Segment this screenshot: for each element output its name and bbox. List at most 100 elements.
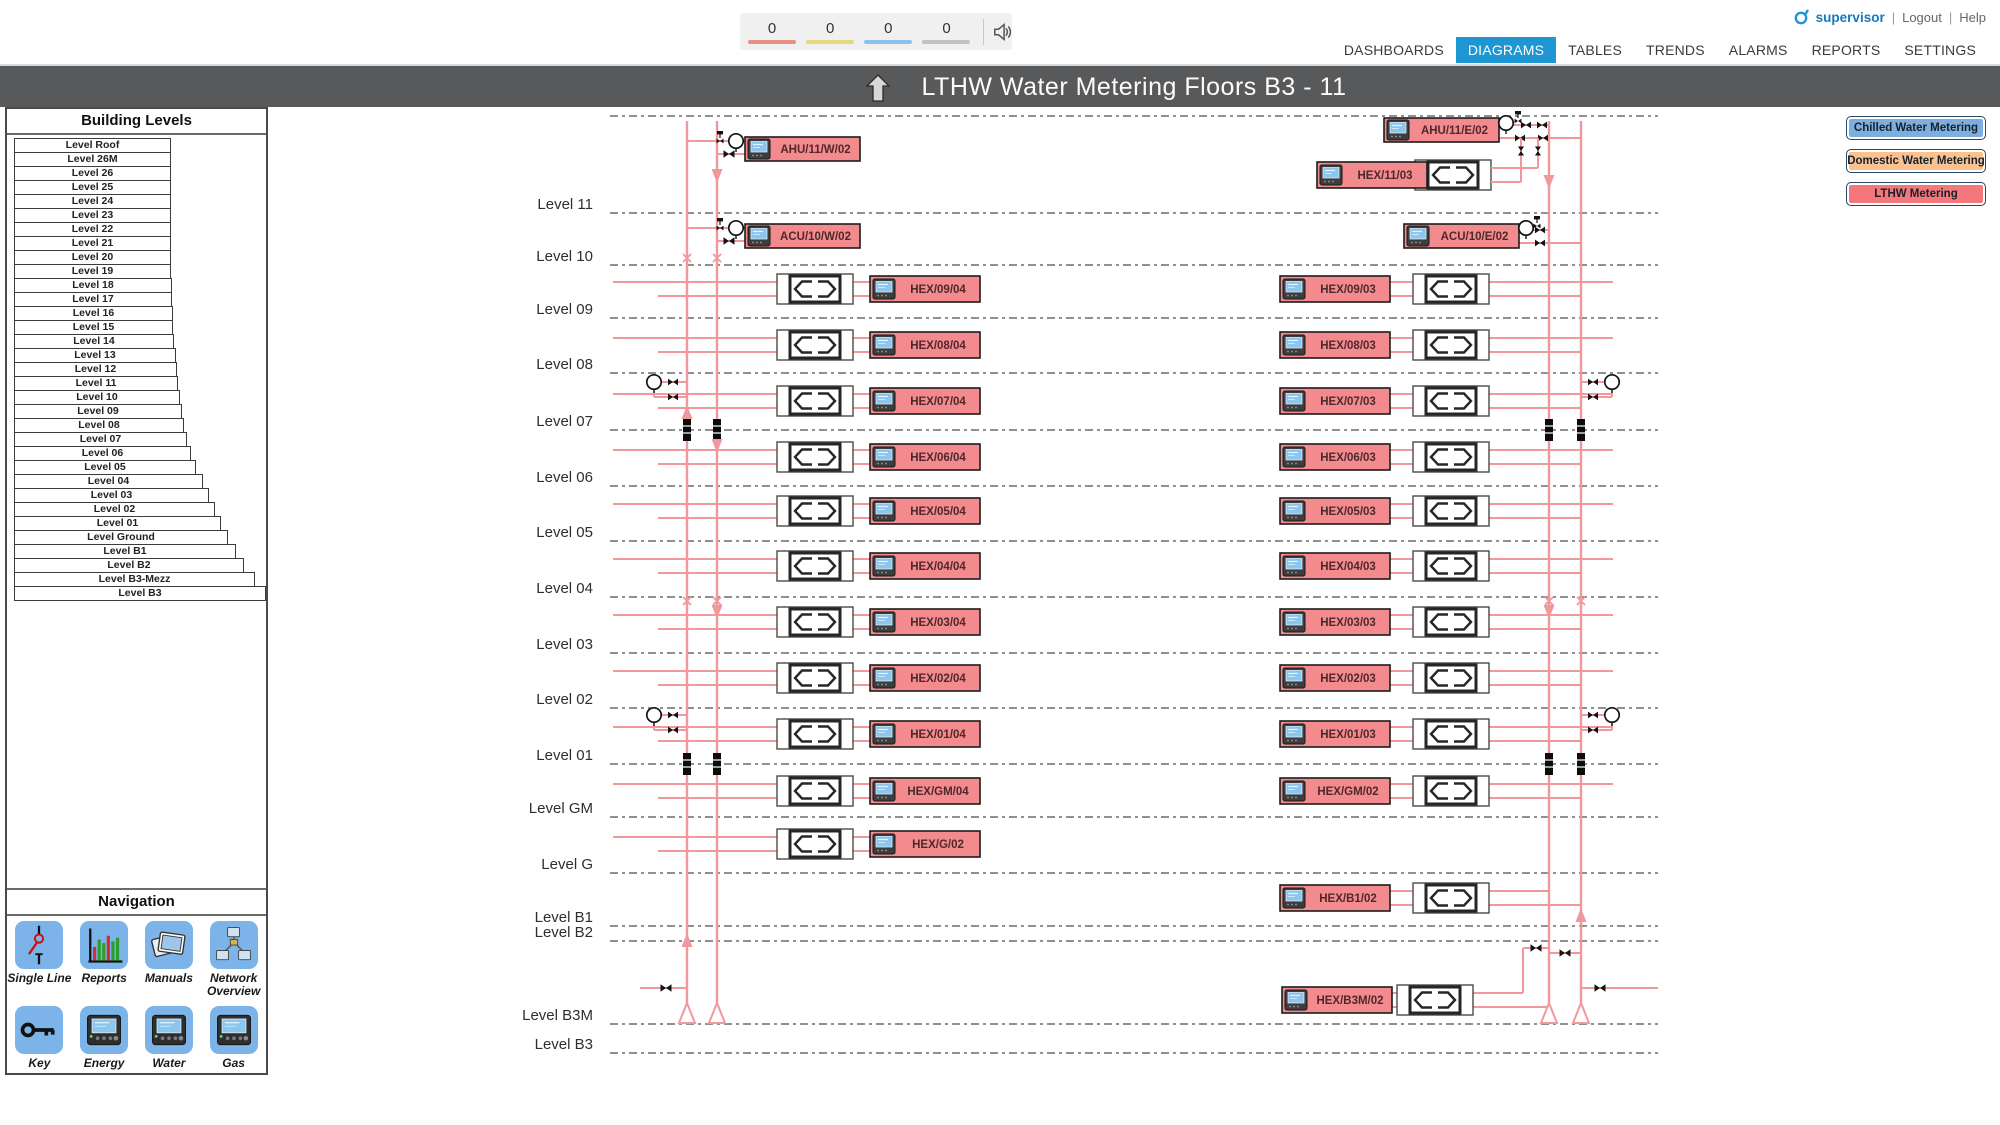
menu-item-settings[interactable]: SETTINGS [1904,42,1976,58]
sidebar-level-level-07[interactable]: Level 07 [14,432,187,447]
unit-label-hex-04-03[interactable]: HEX/04/03 [1279,552,1391,580]
label: HEX/03/04 [910,617,966,629]
sidebar-level-level-14[interactable]: Level 14 [14,334,174,349]
nav-item-key[interactable]: Key [7,1005,72,1074]
sidebar-level-level-24[interactable]: Level 24 [14,194,171,209]
building-levels-header: Building Levels [7,109,266,135]
sidebar-level-level-20[interactable]: Level 20 [14,250,171,265]
menu-item-trends[interactable]: TRENDS [1646,42,1705,58]
navigate-up-icon[interactable] [866,74,890,102]
unit-label-hex-06-03[interactable]: HEX/06/03 [1279,443,1391,471]
sidebar-level-level-22[interactable]: Level 22 [14,222,171,237]
sidebar-level-level-04[interactable]: Level 04 [14,474,203,489]
sidebar-level-level-12[interactable]: Level 12 [14,362,177,377]
sidebar-level-level-10[interactable]: Level 10 [14,390,180,405]
x-mark-icon [1576,596,1586,606]
sidebar-level-level-16[interactable]: Level 16 [14,306,173,321]
unit-label-hex-gm-02[interactable]: HEX/GM/02 [1279,777,1391,805]
meter-display-icon [872,446,896,468]
unit-label-hex-05-03[interactable]: HEX/05/03 [1279,497,1391,525]
floor-label-level-07: Level 07 [536,413,593,430]
menu-item-dashboards[interactable]: DASHBOARDS [1343,42,1444,58]
unit-label-hex-09-03[interactable]: HEX/09/03 [1279,275,1391,303]
unit-label-hex-09-04[interactable]: HEX/09/04 [869,275,981,303]
menu-item-reports[interactable]: REPORTS [1811,42,1881,58]
pump-icon [1497,114,1515,134]
nav-item-single-line[interactable]: Single Line [7,921,72,1002]
sidebar-level-level-06[interactable]: Level 06 [14,446,191,461]
floor-label-level-gm: Level GM [529,800,593,817]
nav-item-reports[interactable]: Reports [72,921,137,1002]
sidebar-level-level-15[interactable]: Level 15 [14,320,173,335]
sidebar-level-level-b3[interactable]: Level B3 [14,586,266,601]
heat-exchanger-icon [1412,273,1490,305]
nav-item-network-overview[interactable]: Network Overview [201,921,266,1002]
sidebar-level-level-08[interactable]: Level 08 [14,418,184,433]
sidebar-level-level-18[interactable]: Level 18 [14,278,172,293]
username-label[interactable]: supervisor [1815,9,1885,25]
sidebar-level-level-17[interactable]: Level 17 [14,292,172,307]
unit-label-hex-g-02[interactable]: HEX/G/02 [869,830,981,858]
sidebar-level-level-b3-mezz[interactable]: Level B3-Mezz [14,572,255,587]
sidebar-level-level-26[interactable]: Level 26 [14,166,171,181]
unit-label-acu-10-w-02[interactable]: ACU/10/W/02 [744,223,861,249]
sidebar-level-level-01[interactable]: Level 01 [14,516,221,531]
divider [982,18,984,45]
heat-exchanger-icon [776,718,854,750]
menu-item-tables[interactable]: TABLES [1568,42,1623,58]
nav-item-water[interactable]: Water [137,1005,202,1074]
unit-label-hex-07-04[interactable]: HEX/07/04 [869,387,981,415]
unit-label-hex-b3m-02[interactable]: HEX/B3M/02 [1281,986,1393,1014]
heat-exchanger-icon [1412,882,1490,914]
sidebar-level-level-19[interactable]: Level 19 [14,264,171,279]
alarm-sound-icon[interactable] [992,21,1012,43]
unit-label-acu-10-e-02[interactable]: ACU/10/E/02 [1403,223,1520,249]
unit-label-hex-02-03[interactable]: HEX/02/03 [1279,664,1391,692]
sidebar-level-level-05[interactable]: Level 05 [14,460,196,475]
unit-label-ahu-11-e-02[interactable]: AHU/11/E/02 [1383,117,1500,143]
sidebar-level-level-ground[interactable]: Level Ground [14,530,228,545]
sidebar-level-level-25[interactable]: Level 25 [14,180,171,195]
unit-label-hex-08-03[interactable]: HEX/08/03 [1279,331,1391,359]
legend-button-chilled-water-metering[interactable]: Chilled Water Metering [1846,116,1986,140]
unit-label-hex-03-04[interactable]: HEX/03/04 [869,608,981,636]
legend-button-domestic-water-metering[interactable]: Domestic Water Metering [1846,149,1986,173]
logout-link[interactable]: Logout [1902,9,1942,25]
unit-label-hex-07-03[interactable]: HEX/07/03 [1279,387,1391,415]
unit-label-hex-01-04[interactable]: HEX/01/04 [869,720,981,748]
label: AHU/11/E/02 [1421,125,1488,137]
legend-button-lthw-metering[interactable]: LTHW Metering [1846,182,1986,206]
sidebar-level-level-02[interactable]: Level 02 [14,502,215,517]
sidebar-level-level-11[interactable]: Level 11 [14,376,178,391]
nav-item-energy[interactable]: Energy [72,1005,137,1074]
help-link[interactable]: Help [1959,9,1986,25]
heat-exchanger-icon [776,828,854,860]
nav-item-manuals[interactable]: Manuals [137,921,202,1002]
sidebar-level-level-26m[interactable]: Level 26M [14,152,171,167]
unit-label-hex-gm-04[interactable]: HEX/GM/04 [869,777,981,805]
sidebar-level-level-b2[interactable]: Level B2 [14,558,244,573]
unit-label-hex-06-04[interactable]: HEX/06/04 [869,443,981,471]
unit-label-hex-05-04[interactable]: HEX/05/04 [869,497,981,525]
sidebar-level-level-09[interactable]: Level 09 [14,404,182,419]
actuator-valve-icon [1514,111,1522,124]
menu-item-alarms[interactable]: ALARMS [1728,42,1788,58]
unit-label-ahu-11-w-02[interactable]: AHU/11/W/02 [744,136,861,162]
sidebar-level-level-b1[interactable]: Level B1 [14,544,236,559]
unit-label-hex-02-04[interactable]: HEX/02/04 [869,664,981,692]
sidebar-level-level-23[interactable]: Level 23 [14,208,171,223]
sidebar-level-level-21[interactable]: Level 21 [14,236,171,251]
menu-item-diagrams[interactable]: DIAGRAMS [1455,37,1557,63]
unit-label-hex-11-03[interactable]: HEX/11/03 [1316,161,1428,189]
unit-label-hex-04-04[interactable]: HEX/04/04 [869,552,981,580]
hex-row-right: HEX/02/03 [1279,662,1613,694]
unit-label-hex-01-03[interactable]: HEX/01/03 [1279,720,1391,748]
sidebar-level-level-13[interactable]: Level 13 [14,348,176,363]
sidebar-level-level-03[interactable]: Level 03 [14,488,209,503]
nav-item-gas[interactable]: Gas [201,1005,266,1074]
unit-label-hex-08-04[interactable]: HEX/08/04 [869,331,981,359]
flow-arrow-icon [681,405,693,419]
unit-label-hex-b1-02[interactable]: HEX/B1/02 [1279,884,1391,912]
unit-label-hex-03-03[interactable]: HEX/03/03 [1279,608,1391,636]
sidebar-level-level-roof[interactable]: Level Roof [14,138,171,153]
